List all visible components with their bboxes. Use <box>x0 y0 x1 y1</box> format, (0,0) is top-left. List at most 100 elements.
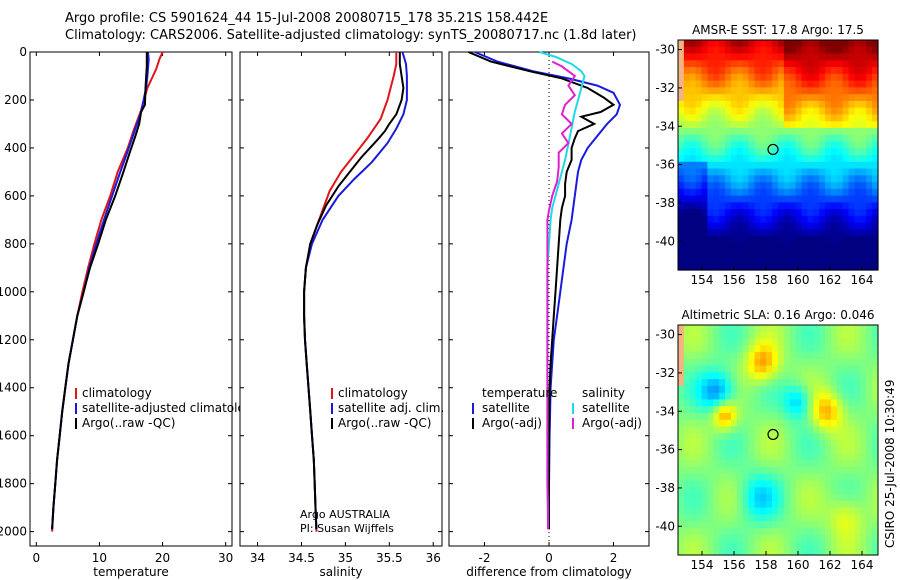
map-cell <box>754 87 761 95</box>
map-cell <box>678 521 685 529</box>
map-cell <box>860 141 867 149</box>
map-cell <box>825 236 832 244</box>
map-cell <box>730 73 738 82</box>
map-cell <box>872 127 879 136</box>
map-cell <box>789 460 797 468</box>
map-cell <box>795 87 803 95</box>
map-cell <box>725 325 732 333</box>
map-cell <box>860 541 867 549</box>
map-cell <box>872 263 879 271</box>
map-cell <box>872 406 879 414</box>
map-cell <box>754 453 761 461</box>
map-cell <box>695 121 703 129</box>
map-cell <box>701 182 709 190</box>
map-cell <box>742 73 750 82</box>
map-cell <box>848 446 856 455</box>
map-cell <box>754 534 761 543</box>
map-cell <box>872 114 879 122</box>
map-cell <box>766 467 773 475</box>
map-cell <box>789 473 797 482</box>
map-cell <box>789 358 797 367</box>
map-cell <box>725 548 732 556</box>
map-cell <box>813 73 820 82</box>
map-cell <box>848 134 856 143</box>
map-cell <box>842 345 850 353</box>
map-cell <box>713 215 720 224</box>
map-cell <box>830 521 838 529</box>
map-cell <box>772 494 779 502</box>
map-cell <box>783 114 791 122</box>
map-cell <box>813 188 820 197</box>
map-cell <box>707 338 714 346</box>
map-cell <box>766 155 773 163</box>
map-cell <box>778 345 785 353</box>
map-cell <box>725 392 732 401</box>
map-cell <box>725 141 732 149</box>
map-cell <box>778 114 785 122</box>
map-cell <box>825 53 832 61</box>
map-cell <box>778 80 785 88</box>
map-cell <box>701 406 709 414</box>
map-cell <box>719 263 726 271</box>
map-cell <box>778 242 785 251</box>
map-cell <box>848 236 856 244</box>
map-cell <box>848 73 856 82</box>
map-cell <box>742 263 750 271</box>
map-cell <box>678 100 685 109</box>
map-cell <box>795 399 803 407</box>
map-cell <box>707 379 714 387</box>
map-cell <box>748 161 756 170</box>
map-cell <box>807 53 814 61</box>
map-cell <box>836 385 844 394</box>
map-cell <box>830 107 838 116</box>
map-cell <box>695 433 703 441</box>
map-cell <box>783 440 791 448</box>
map-cell <box>754 412 761 421</box>
map-cell <box>719 331 726 340</box>
map-cell <box>695 487 703 495</box>
map-cell <box>807 46 814 55</box>
map-cell <box>683 494 691 502</box>
map-cell <box>707 229 714 237</box>
map-cell <box>807 100 814 109</box>
map-cell <box>830 419 838 428</box>
map-cell <box>701 256 709 264</box>
map-cell <box>854 331 861 340</box>
map-cell <box>695 467 703 475</box>
map-cell <box>819 202 826 210</box>
map-cell <box>713 358 720 367</box>
map-cell <box>783 331 791 340</box>
map-cell <box>695 229 703 237</box>
map-cell <box>795 453 803 461</box>
map-cell <box>701 168 709 176</box>
map-cell <box>766 263 773 271</box>
map-cell <box>736 161 744 170</box>
map-cell <box>836 121 844 129</box>
map-cell <box>807 127 814 136</box>
map-cell <box>830 467 838 475</box>
map-cell <box>730 487 738 495</box>
map-cell <box>848 256 856 264</box>
map-cell <box>760 87 767 95</box>
map-cell <box>678 487 685 495</box>
map-cell <box>730 46 738 55</box>
map-cell <box>760 467 767 475</box>
map-cell <box>719 541 726 549</box>
map-cell <box>748 73 756 82</box>
map-cell <box>801 446 809 455</box>
map-cell <box>872 215 879 224</box>
map-cell <box>689 352 697 360</box>
map-cell <box>801 229 809 237</box>
map-cell <box>795 534 803 543</box>
map-cell <box>866 114 873 122</box>
map-cell <box>719 379 726 387</box>
map-cell <box>836 175 844 183</box>
map-cell <box>825 209 832 217</box>
map-cell <box>854 229 861 237</box>
map-cell <box>766 440 773 448</box>
map-cell <box>707 467 714 475</box>
map-cell <box>783 494 791 502</box>
map-cell <box>689 46 697 55</box>
map-cell <box>742 188 750 197</box>
map-cell <box>742 94 750 102</box>
